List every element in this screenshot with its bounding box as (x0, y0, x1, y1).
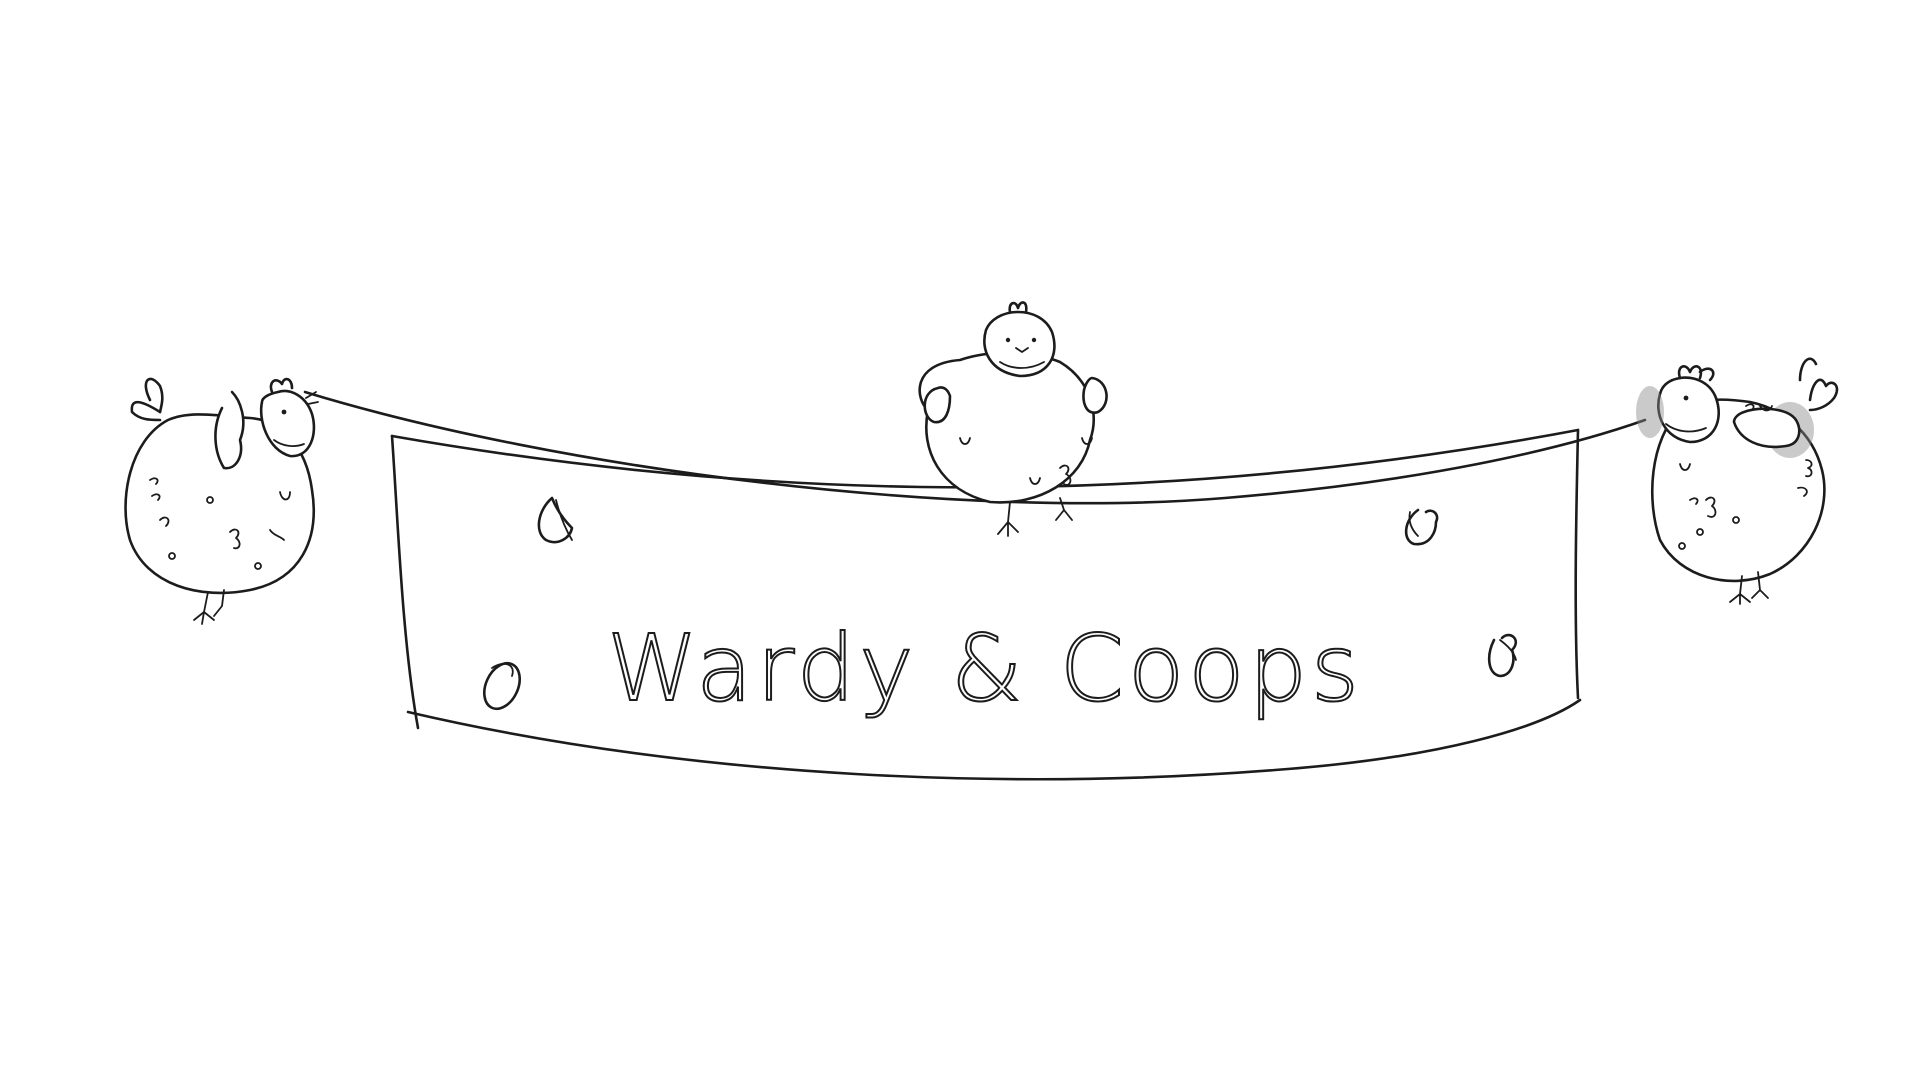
banner-cloth (303, 390, 1647, 781)
banner-left-edge (390, 434, 420, 730)
heart-seed-icon (1404, 508, 1439, 546)
hen-center (918, 301, 1108, 537)
banner-top-edge (390, 428, 1580, 489)
hen-left (124, 377, 319, 625)
oval-seed-icon (483, 661, 521, 711)
oval-seed-icon (1487, 633, 1518, 678)
banner-rope (303, 390, 1647, 505)
seed-icon (537, 496, 574, 544)
banner-bottom-edge (406, 698, 1582, 781)
banner-title: Wardy & Coops (607, 615, 1363, 722)
hen-right (1636, 357, 1839, 605)
banner-right-edge (1574, 428, 1580, 700)
